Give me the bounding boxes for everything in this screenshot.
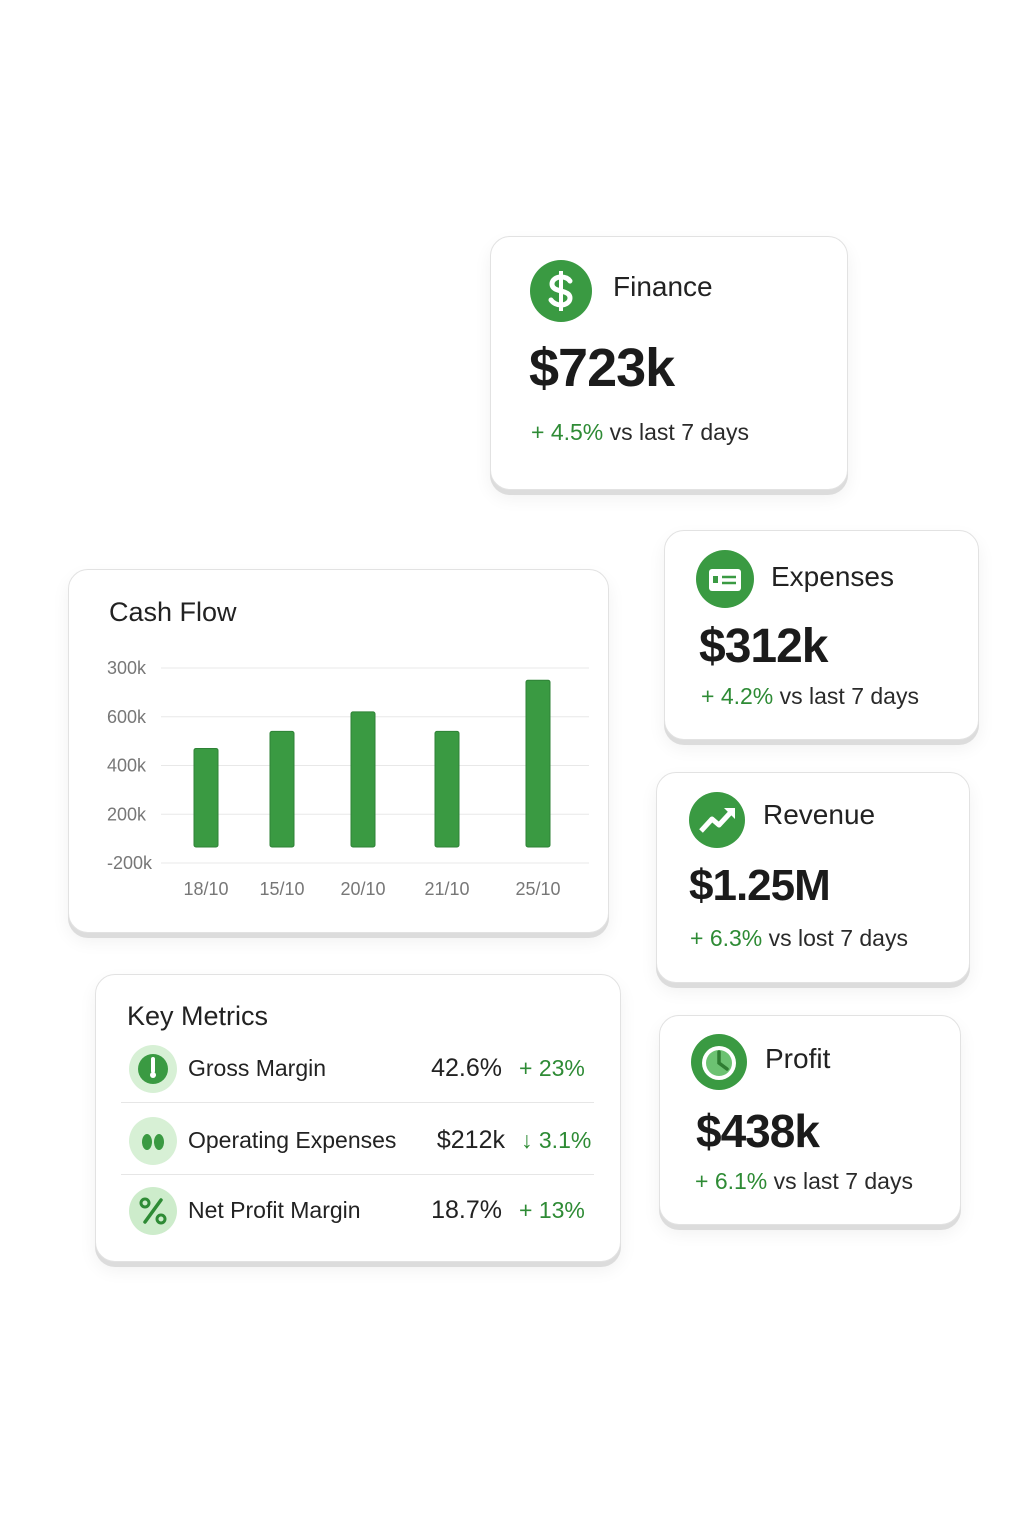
chart: 300k 600k 400k 200k -200k 18/10 15/10 20/10 21/1… xyxy=(107,658,589,899)
metric-change: + 23% xyxy=(519,1055,585,1081)
kpi-title: Revenue xyxy=(763,799,876,830)
metric-value: 18.7% xyxy=(431,1196,502,1224)
kpi-card: Revenue $1.25M + 6.3% vs lost 7 days xyxy=(656,772,970,983)
metric-change: ↓ 3.1% xyxy=(521,1127,592,1153)
kpi-card: Profit $438k + 6.1% vs last 7 days xyxy=(659,1015,961,1225)
kpi-note: vs last 7 days xyxy=(609,419,749,445)
kpi-icon xyxy=(696,550,754,608)
bar xyxy=(525,679,551,848)
bar xyxy=(350,711,376,848)
y-tick-label: 400k xyxy=(107,756,147,776)
metric-name: Gross Margin xyxy=(188,1055,327,1081)
x-tick-label: 21/10 xyxy=(424,879,469,899)
metric-icon xyxy=(129,1117,177,1165)
divider xyxy=(121,1102,594,1103)
y-tick-label: -200k xyxy=(107,853,153,873)
metric-value: $212k xyxy=(436,1126,505,1154)
kpi-change-row: + 4.5% vs last 7 days xyxy=(531,419,749,446)
metric-icon xyxy=(129,1045,177,1093)
kpi-icon xyxy=(691,1034,747,1090)
kpi-value: $1.25M xyxy=(689,861,831,910)
chart-title: Cash Flow xyxy=(109,597,237,627)
kpi-title: Finance xyxy=(613,271,713,302)
kpi-value: $723k xyxy=(529,338,675,398)
kpi-change: + 6.1% xyxy=(695,1168,768,1194)
kpi-change: + 4.2% xyxy=(701,683,774,709)
metric-value: 42.6% xyxy=(431,1054,502,1082)
key-metrics-card: Key Metrics Gross Margin 42.6% + 23% Operat… xyxy=(95,974,621,1262)
bar xyxy=(434,730,460,848)
bar xyxy=(193,747,219,848)
key-metrics-title: Key Metrics xyxy=(127,1001,269,1031)
kpi-title: Expenses xyxy=(771,561,894,592)
kpi-note: vs last 7 days xyxy=(773,1168,913,1194)
kpi-change-row: + 6.3% vs lost 7 days xyxy=(690,925,908,952)
metric-name: Net Profit Margin xyxy=(188,1197,361,1223)
kpi-icon xyxy=(530,260,592,322)
y-tick-label: 200k xyxy=(107,804,147,824)
cash-flow-card: Cash Flow 300k 600k 400k 200k -200k 18/10 15/1… xyxy=(68,569,609,933)
metric-name: Operating Expenses xyxy=(188,1127,397,1153)
x-tick-label: 15/10 xyxy=(259,879,304,899)
divider xyxy=(121,1174,594,1175)
kpi-value: $312k xyxy=(699,620,828,673)
x-tick-label: 20/10 xyxy=(340,879,385,899)
x-tick-label: 25/10 xyxy=(515,879,560,899)
x-tick-label: 18/10 xyxy=(183,879,228,899)
y-tick-label: 600k xyxy=(107,707,147,727)
metric-icon xyxy=(129,1187,177,1235)
kpi-change: + 4.5% xyxy=(531,419,604,445)
kpi-card: Finance $723k + 4.5% vs last 7 days xyxy=(490,236,848,490)
kpi-change-row: + 4.2% vs last 7 days xyxy=(701,683,919,710)
kpi-title: Profit xyxy=(765,1043,831,1074)
y-tick-label: 300k xyxy=(107,658,147,678)
kpi-note: vs last 7 days xyxy=(779,683,919,709)
kpi-change-row: + 6.1% vs last 7 days xyxy=(695,1168,913,1195)
kpi-change: + 6.3% xyxy=(690,925,763,951)
kpi-note: vs lost 7 days xyxy=(768,925,908,951)
kpi-value: $438k xyxy=(696,1105,820,1157)
kpi-icon xyxy=(689,792,745,848)
metric-change: + 13% xyxy=(519,1197,585,1223)
bar xyxy=(269,730,295,848)
kpi-card: Expenses $312k + 4.2% vs last 7 days xyxy=(664,530,979,740)
